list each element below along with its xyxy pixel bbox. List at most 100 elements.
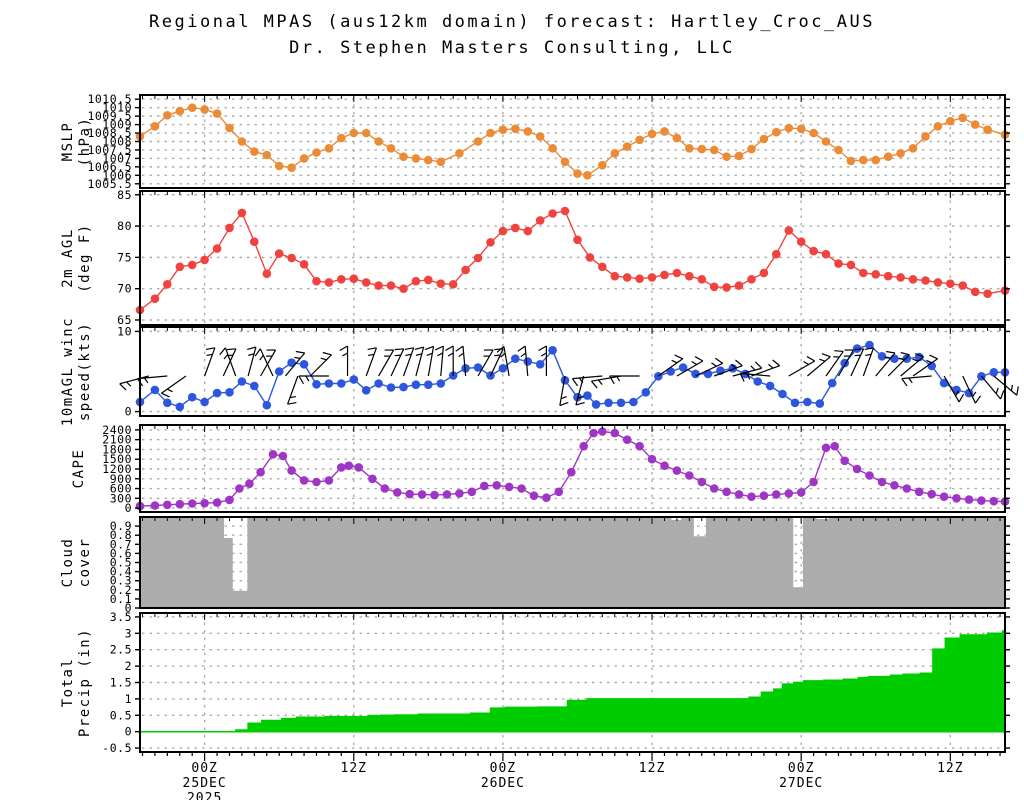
chart-subtitle: Dr. Stephen Masters Consulting, LLC [289, 38, 735, 58]
y-axis-title: Cloud [60, 538, 76, 588]
wind-barb-staff [572, 375, 603, 380]
wind-barb-flick [926, 359, 933, 364]
y-tick-label: 0 [125, 405, 132, 419]
data-point [759, 491, 769, 501]
data-point [361, 278, 371, 287]
wind-barb-staff [247, 346, 257, 377]
x-tick-time: 12Z [937, 761, 963, 776]
data-point [778, 389, 787, 399]
wind-barb-flick [367, 347, 377, 351]
panel-cloud_cover: 0.90.80.70.60.50.40.30.20.10 Cloud cover [60, 516, 1010, 615]
wind-barb-flick [609, 375, 615, 385]
wind-barb-flick [254, 348, 261, 357]
data-point [424, 275, 433, 285]
data-point [914, 487, 924, 497]
wind-barb-flick [884, 356, 891, 359]
data-point [324, 144, 334, 153]
data-point [324, 278, 334, 287]
wind-barb-flick [819, 358, 826, 362]
data-point [225, 388, 234, 397]
data-point [697, 477, 707, 487]
data-point [299, 476, 309, 485]
data-point [517, 484, 526, 493]
data-point [970, 287, 980, 297]
data-point [573, 169, 582, 178]
wind-barb-flick [754, 361, 763, 369]
data-point [436, 279, 446, 289]
data-point [393, 488, 402, 497]
wind-barb-staff [137, 375, 168, 380]
wind-barb-flick [901, 378, 908, 387]
data-point [852, 464, 862, 474]
wind-barb-flick [735, 359, 743, 367]
data-point [498, 226, 508, 236]
data-point [187, 260, 197, 270]
data-point [354, 463, 364, 472]
data-point [560, 376, 570, 385]
data-point [784, 123, 794, 133]
y-tick-label: 1010.5 [87, 92, 132, 106]
data-point [486, 128, 495, 138]
wind-barb-flick [320, 357, 327, 361]
wind-barb-flick [161, 392, 170, 398]
wind-barb-flick [597, 379, 603, 385]
data-point [274, 367, 284, 376]
data-point [187, 392, 197, 402]
data-point [685, 471, 694, 480]
data-point [467, 487, 477, 497]
data-point [312, 276, 321, 286]
data-point [287, 466, 296, 475]
data-point [622, 142, 632, 151]
y-tick-label: 2400 [102, 423, 132, 437]
y-tick-label: 1200 [102, 462, 132, 476]
data-point [235, 484, 244, 493]
data-point [598, 427, 607, 436]
data-point [374, 281, 383, 290]
data-point [492, 481, 502, 490]
y-tick-label: 0.6 [110, 546, 132, 560]
wind-barb-staff [222, 348, 237, 377]
data-point [647, 454, 657, 464]
y-tick-labels: 1010.510101009.510091008.510081007.51007… [87, 92, 132, 191]
y-tick-label: 2.5 [110, 643, 132, 657]
data-point [610, 271, 620, 281]
wind-barb-flick [806, 356, 816, 362]
data-point [163, 500, 172, 510]
data-point [877, 477, 887, 487]
wind-barb-flick [900, 351, 910, 356]
data-point [834, 145, 843, 155]
data-point [287, 163, 296, 172]
wind-barb-flick [289, 395, 296, 399]
data-point [187, 499, 197, 508]
y-tick-label: 3.5 [110, 610, 132, 624]
data-point [200, 397, 209, 407]
data-point [709, 282, 719, 292]
data-point [809, 477, 818, 487]
y-tick-labels: 85 80 75 70 65 [117, 188, 131, 327]
wind-barb-staff [119, 375, 149, 385]
data-point [511, 223, 520, 233]
data-point [411, 154, 421, 163]
wind-barb-flick [259, 354, 264, 361]
data-point [274, 161, 284, 171]
wind-barb-flick [560, 396, 567, 400]
data-point [859, 268, 868, 278]
wind-barb-flick [517, 345, 526, 352]
cape-series-points [135, 427, 1010, 511]
data-point [262, 400, 272, 410]
data-point [212, 498, 222, 507]
data-point [361, 128, 371, 138]
data-point [784, 489, 794, 498]
data-point [933, 122, 943, 131]
data-point [583, 391, 592, 400]
wind-barb-flick [854, 348, 864, 351]
data-point [939, 378, 949, 388]
data-point [386, 144, 396, 153]
data-point [163, 111, 172, 120]
wind-barb-flick [455, 345, 464, 352]
data-point [747, 144, 756, 154]
y-tick-label: 1008.5 [87, 126, 132, 140]
data-point [349, 274, 359, 284]
